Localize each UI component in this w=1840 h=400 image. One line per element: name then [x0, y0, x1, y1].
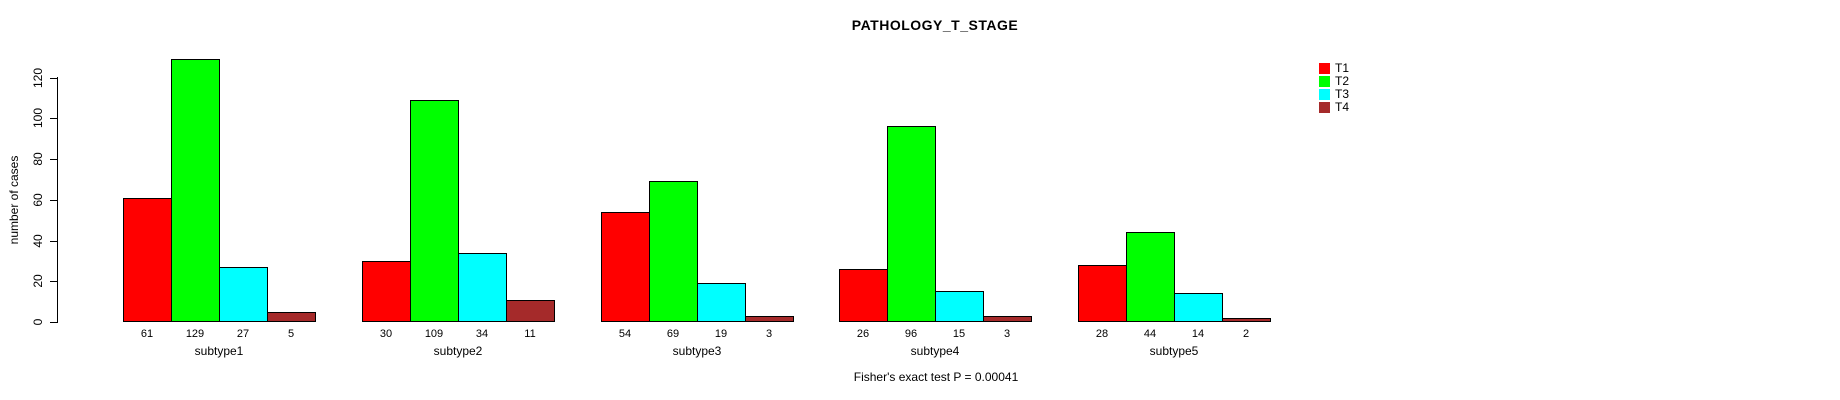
y-tick-label: 120 — [31, 67, 45, 89]
y-tick — [50, 118, 57, 119]
bar-value-label: 30 — [379, 328, 393, 340]
y-tick-label: 80 — [31, 152, 45, 166]
bar-value-label: 2 — [1242, 328, 1250, 340]
y-tick-label: 20 — [31, 274, 45, 288]
bar-value-label: 5 — [287, 328, 295, 340]
y-tick — [50, 200, 57, 201]
bar — [506, 300, 555, 322]
y-tick-label: 40 — [31, 234, 45, 248]
bar-value-label: 26 — [856, 328, 870, 340]
y-tick — [50, 281, 57, 282]
bar-value-label: 3 — [765, 328, 773, 340]
y-tick — [50, 159, 57, 160]
legend-label: T2 — [1335, 74, 1350, 88]
y-tick — [50, 322, 57, 323]
y-tick — [50, 78, 57, 79]
y-tick-label: 0 — [31, 318, 45, 326]
bar-value-label: 15 — [952, 328, 966, 340]
legend-swatch — [1319, 76, 1330, 87]
bar — [458, 253, 507, 322]
legend-label: T4 — [1335, 100, 1350, 114]
bar-value-label: 28 — [1095, 328, 1109, 340]
bar-value-label: 11 — [524, 328, 536, 340]
legend-label: T3 — [1335, 87, 1350, 101]
bar-value-label: 44 — [1143, 328, 1157, 340]
legend: T1 T2 T3 T4 — [1319, 62, 1349, 114]
chart-title: PATHOLOGY_T_STAGE — [851, 17, 1019, 33]
bar-value-label: 109 — [424, 328, 444, 340]
category-label: subtype3 — [672, 344, 722, 358]
bar — [697, 283, 746, 322]
y-tick — [50, 241, 57, 242]
bar — [1174, 293, 1223, 322]
bar — [219, 267, 268, 322]
bar — [1126, 232, 1175, 322]
bar-value-label: 54 — [618, 328, 632, 340]
bar — [1222, 318, 1271, 322]
bar — [745, 316, 794, 322]
bar-value-label: 27 — [236, 328, 250, 340]
bar-value-label: 19 — [714, 328, 728, 340]
bar — [839, 269, 888, 322]
bar — [123, 198, 172, 322]
bar — [410, 100, 459, 322]
bar-value-label: 96 — [904, 328, 918, 340]
bar-value-label: 129 — [185, 328, 205, 340]
category-label: subtype2 — [433, 344, 483, 358]
y-tick-label: 100 — [31, 107, 45, 129]
bar-value-label: 3 — [1003, 328, 1011, 340]
category-label: subtype4 — [910, 344, 960, 358]
legend-swatch — [1319, 102, 1330, 113]
legend-item: T3 — [1319, 88, 1349, 101]
bar-value-label: 69 — [666, 328, 680, 340]
bar — [935, 291, 984, 322]
footnote-text: Fisher's exact test P = 0.00041 — [853, 370, 1019, 384]
legend-swatch — [1319, 89, 1330, 100]
legend-swatch — [1319, 63, 1330, 74]
bar-value-label: 14 — [1191, 328, 1205, 340]
bar — [171, 59, 220, 322]
y-axis-label: number of cases — [7, 155, 21, 245]
y-tick-label: 60 — [31, 193, 45, 207]
y-axis-line — [57, 77, 58, 323]
bar — [649, 181, 698, 322]
category-label: subtype1 — [194, 344, 244, 358]
bar — [983, 316, 1032, 322]
bar-value-label: 61 — [140, 328, 154, 340]
legend-item: T1 — [1319, 62, 1349, 75]
category-label: subtype5 — [1149, 344, 1199, 358]
bar-value-label: 34 — [475, 328, 489, 340]
bar — [887, 126, 936, 322]
bar — [362, 261, 411, 322]
bar — [1078, 265, 1127, 322]
bar — [601, 212, 650, 322]
legend-item: T4 — [1319, 101, 1349, 114]
bar — [267, 312, 316, 322]
legend-item: T2 — [1319, 75, 1349, 88]
legend-label: T1 — [1335, 61, 1350, 75]
